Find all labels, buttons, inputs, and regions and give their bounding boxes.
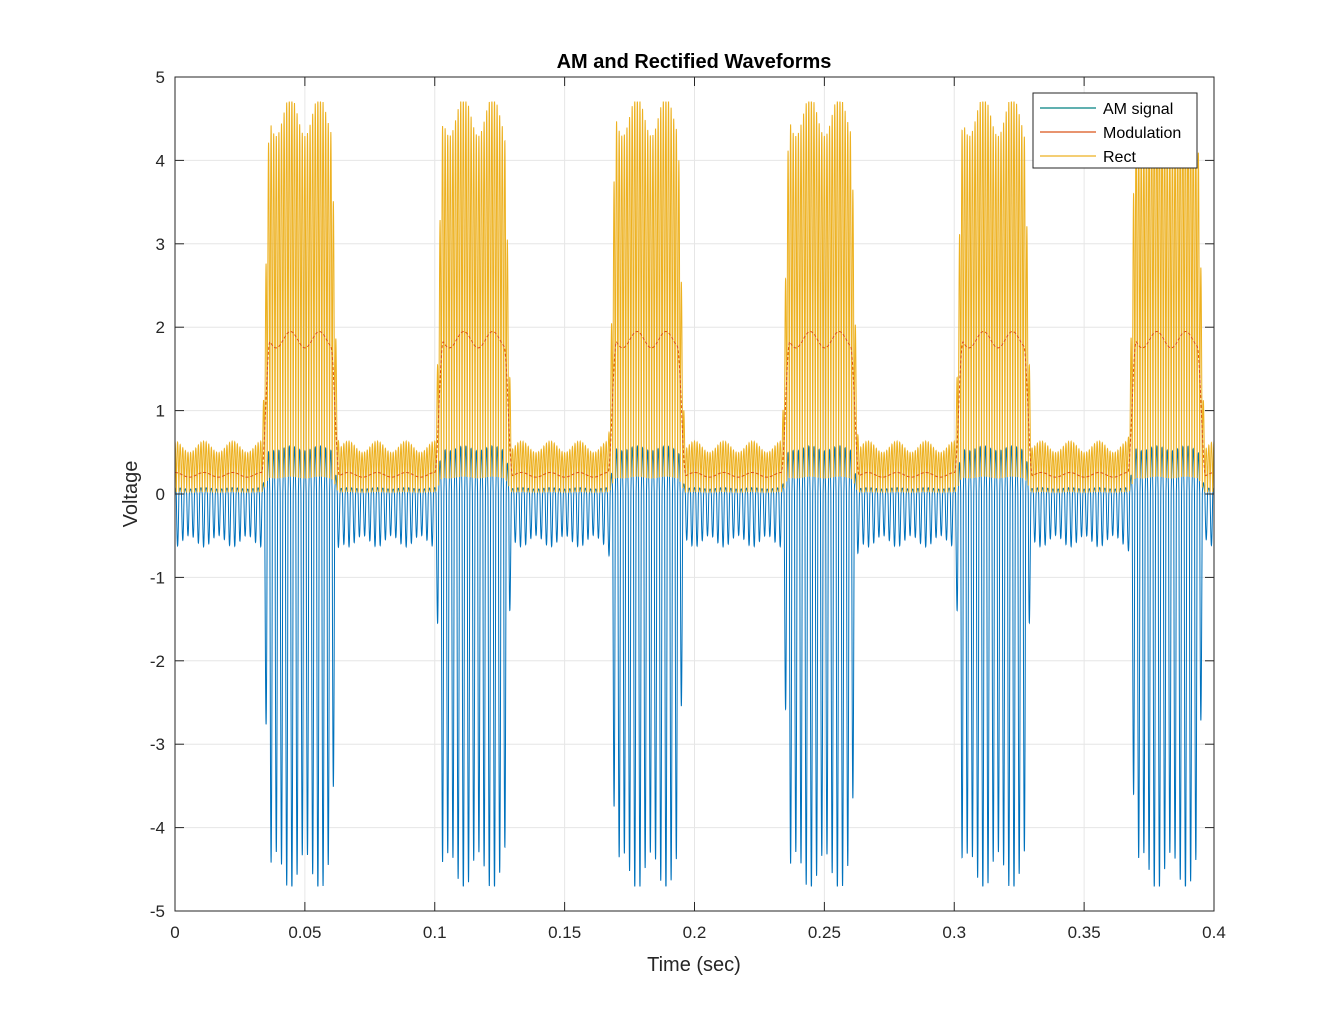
grid-lines (174, 76, 1215, 912)
legend-label-am-signal: AM signal (1103, 101, 1173, 118)
y-axis-label: Voltage (120, 461, 142, 528)
series-layer (174, 101, 1215, 887)
y-tick-label: -1 (150, 568, 165, 587)
y-tick-label: 4 (156, 151, 165, 170)
x-tick-label: 0 (170, 923, 179, 942)
x-ticks: 0 0.05 0.1 0.15 0.2 0.25 0.3 0.35 0.4 (170, 77, 1226, 942)
x-tick-label: 0.2 (683, 923, 707, 942)
legend-label-modulation: Modulation (1103, 125, 1181, 142)
y-tick-label: -5 (150, 902, 165, 921)
legend-entry-am-signal: AM signal (1040, 101, 1173, 118)
x-tick-label: 0.4 (1202, 923, 1226, 942)
legend-label-rect: Rect (1103, 149, 1136, 166)
x-tick-label: 0.15 (548, 923, 581, 942)
x-tick-label: 0.05 (288, 923, 321, 942)
x-axis-label: Time (sec) (647, 954, 741, 976)
chart-title: AM and Rectified Waveforms (557, 51, 832, 73)
y-tick-label: -2 (150, 652, 165, 671)
series-line-rect (174, 101, 1215, 493)
y-tick-label: -4 (150, 819, 165, 838)
legend-entry-rect: Rect (1040, 149, 1136, 166)
x-tick-label: 0.3 (942, 923, 966, 942)
x-tick-label: 0.1 (423, 923, 447, 942)
series-line-am-signal (174, 444, 1215, 887)
legend: AM signal Modulation Rect (1032, 92, 1198, 169)
plot-area: 0 0.05 0.1 0.15 0.2 0.25 0.3 0.35 0.4 -5 -4 -3 -2 -1… (150, 68, 1226, 942)
legend-entry-modulation: Modulation (1040, 125, 1181, 142)
y-tick-label: 3 (156, 235, 165, 254)
y-tick-label: 0 (156, 485, 165, 504)
x-tick-label: 0.35 (1068, 923, 1101, 942)
y-tick-label: -3 (150, 735, 165, 754)
y-ticks: -5 -4 -3 -2 -1 0 1 2 3 4 5 (150, 68, 1214, 921)
y-tick-label: 2 (156, 318, 165, 337)
y-tick-label: 5 (156, 68, 165, 87)
y-tick-label: 1 (156, 402, 165, 421)
x-tick-label: 0.25 (808, 923, 841, 942)
series-line-modulation (175, 331, 1214, 478)
